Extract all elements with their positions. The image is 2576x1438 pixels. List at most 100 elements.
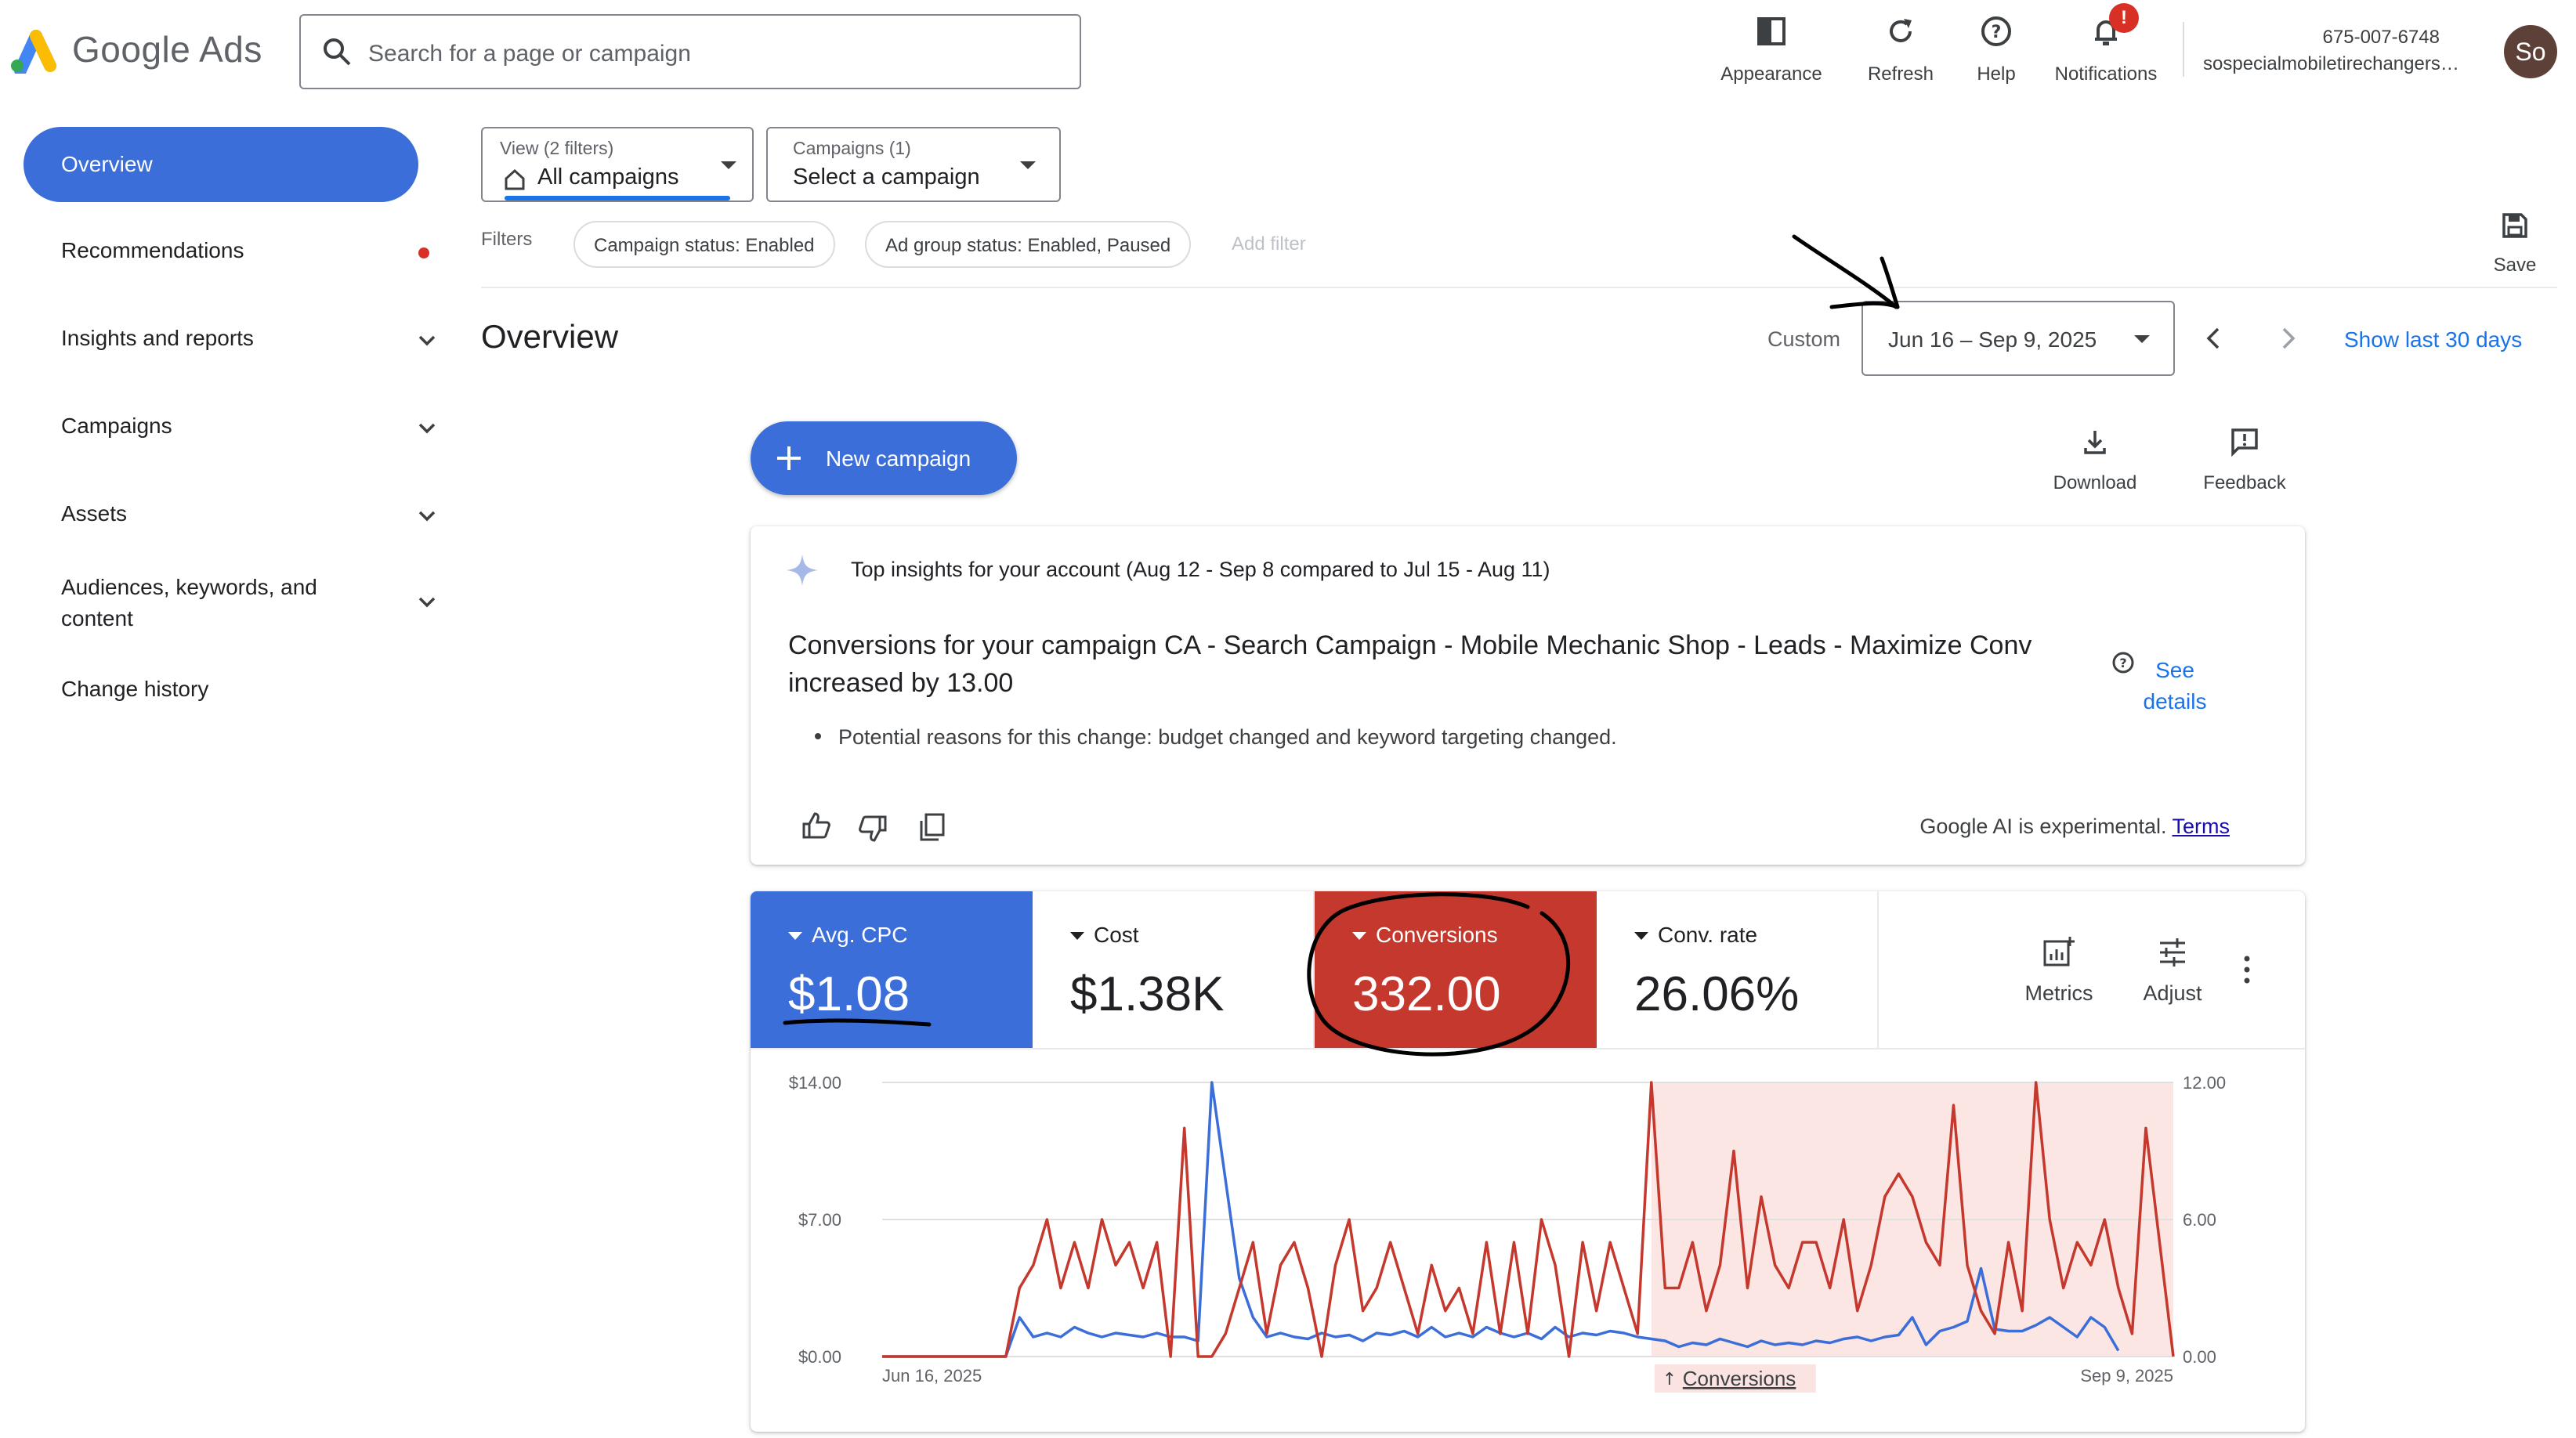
metric-conversions[interactable]: Conversions 332.00	[1315, 891, 1597, 1048]
feedback-icon	[2229, 426, 2260, 457]
right-tick-label: 0.00	[2183, 1347, 2216, 1367]
metric-label: Avg. CPC	[812, 923, 908, 947]
sidebar-item-label: Assets	[61, 501, 128, 526]
chevron-down-icon	[415, 329, 439, 352]
date-range-picker[interactable]: Jun 16 – Sep 9, 2025	[1861, 301, 2175, 376]
left-tick-label: $14.00	[789, 1073, 841, 1093]
date-range-value: Jun 16 – Sep 9, 2025	[1888, 327, 2097, 352]
sidebar-item-campaigns[interactable]: Campaigns	[61, 414, 456, 448]
save-label: Save	[2493, 255, 2537, 276]
refresh-label: Refresh	[1867, 63, 1934, 85]
help-button[interactable]: ? Help	[1965, 9, 2028, 85]
view-filter-dropdown[interactable]: View (2 filters) All campaigns	[481, 127, 754, 202]
sidebar-item-audiences[interactable]: Audiences, keywords, and content	[61, 572, 456, 638]
google-ads-logo-icon[interactable]	[5, 30, 61, 74]
copy-icon[interactable]	[917, 811, 948, 843]
adjust-button[interactable]: Adjust	[2122, 935, 2223, 1006]
metrics-label: Metrics	[2024, 981, 2093, 1005]
feedback-button[interactable]: Feedback	[2194, 426, 2296, 494]
dropdown-caret-icon	[1634, 932, 1648, 940]
metrics-button[interactable]: Metrics	[2004, 935, 2114, 1006]
sidebar-item-assets[interactable]: Assets	[61, 501, 456, 536]
download-button[interactable]: Download	[2040, 426, 2150, 494]
notifications-button[interactable]: ! Notifications	[2043, 3, 2169, 85]
see-details-link[interactable]: See details	[2143, 658, 2207, 714]
appearance-label: Appearance	[1720, 63, 1822, 85]
view-filter-value: All campaigns	[537, 164, 679, 190]
more-vert-icon[interactable]	[2239, 954, 2255, 985]
sidebar-item-recommendations[interactable]: Recommendations	[61, 238, 456, 273]
app-logo-text[interactable]: Google Ads	[72, 29, 262, 70]
bell-icon	[2089, 14, 2123, 49]
right-axis-ticks: 12.00 6.00 0.00	[2183, 1073, 2226, 1367]
metric-conv-rate[interactable]: Conv. rate 26.06%	[1597, 891, 1879, 1048]
account-phone: 675-007-6748	[2322, 27, 2440, 48]
sidebar: Overview Recommendations Insights and re…	[0, 110, 439, 1438]
search-input[interactable]: Search for a page or campaign	[299, 14, 1081, 89]
metric-value: $1.38K	[1070, 967, 1225, 1021]
filter-chip-adgroup-status[interactable]: Ad group status: Enabled, Paused	[865, 221, 1192, 268]
download-icon	[2079, 426, 2111, 457]
new-campaign-label: New campaign	[826, 446, 971, 471]
appearance-button[interactable]: Appearance	[1713, 9, 1830, 85]
campaigns-filter-dropdown[interactable]: Campaigns (1) Select a campaign	[766, 127, 1061, 202]
series-line-conversions	[882, 1081, 2175, 1358]
filters-label: Filters	[481, 229, 533, 250]
metric-label: Conv. rate	[1658, 923, 1758, 947]
dropdown-caret-icon	[1070, 932, 1084, 940]
new-campaign-button[interactable]: New campaign	[751, 421, 1017, 495]
chevron-down-icon	[415, 417, 439, 440]
thumbs-down-icon[interactable]	[857, 813, 888, 844]
left-tick-label: $7.00	[798, 1210, 841, 1230]
filter-chip-campaign-status[interactable]: Campaign status: Enabled	[573, 221, 835, 268]
sidebar-item-label: Change history	[61, 677, 209, 701]
svg-text:?: ?	[1992, 23, 2002, 42]
metric-avg-cpc[interactable]: Avg. CPC $1.08	[751, 891, 1033, 1048]
sidebar-item-label: Campaigns	[61, 414, 172, 438]
terms-link[interactable]: Terms	[2172, 815, 2230, 838]
insights-title: Top insights for your account (Aug 12 - …	[851, 558, 1550, 581]
help-label: Help	[1977, 63, 2016, 85]
chevron-down-icon	[1020, 161, 1036, 169]
help-circle-icon[interactable]: ?	[2111, 650, 2136, 675]
next-period-icon[interactable]	[2272, 323, 2303, 354]
add-filter-link[interactable]: Add filter	[1232, 233, 1306, 255]
show-last-30-days-link[interactable]: Show last 30 days	[2344, 327, 2523, 352]
left-tick-label: $0.00	[798, 1347, 841, 1367]
metric-label: Conversions	[1376, 923, 1498, 947]
sidebar-item-insights[interactable]: Insights and reports	[61, 326, 456, 360]
previous-period-icon[interactable]	[2198, 323, 2230, 354]
ai-disclaimer-text: Google AI is experimental.	[1919, 815, 2167, 838]
chevron-down-icon	[721, 161, 736, 169]
thumbs-up-icon[interactable]	[801, 810, 832, 841]
highlight-label-text: Conversions	[1683, 1367, 1796, 1390]
campaigns-filter-count: Campaigns (1)	[793, 138, 911, 158]
filters-divider	[481, 287, 2557, 288]
date-range-type: Custom	[1767, 327, 1841, 351]
refresh-button[interactable]: Refresh	[1854, 9, 1948, 85]
top-bar: Google Ads Search for a page or campaign…	[0, 0, 2576, 102]
feedback-label: Feedback	[2203, 472, 2286, 493]
account-name[interactable]: sospecialmobiletirechangers…	[2203, 53, 2459, 74]
chevron-down-icon	[415, 504, 439, 528]
save-icon	[2499, 210, 2531, 241]
chevron-down-icon	[415, 591, 439, 614]
notifications-label: Notifications	[2054, 63, 2158, 85]
refresh-icon	[1883, 14, 1918, 49]
sidebar-item-label: Audiences, keywords, and content	[61, 575, 317, 630]
save-button[interactable]: Save	[2484, 210, 2546, 276]
dropdown-caret-icon	[788, 932, 802, 940]
highlight-label[interactable]: ↑ Conversions	[1654, 1364, 1816, 1393]
avatar[interactable]: So	[2504, 25, 2557, 78]
metric-cost[interactable]: Cost $1.38K	[1033, 891, 1315, 1048]
search-icon	[321, 36, 353, 67]
annotation-arrow	[1792, 234, 1900, 309]
insight-headline: Conversions for your campaign CA - Searc…	[788, 630, 2032, 698]
right-tick-label: 6.00	[2183, 1210, 2216, 1230]
sidebar-item-change-history[interactable]: Change history	[61, 677, 456, 711]
sidebar-item-overview[interactable]: Overview	[24, 127, 418, 202]
highlight-label-bg	[1654, 1364, 1816, 1393]
sidebar-item-label: Recommendations	[61, 238, 244, 262]
right-tick-label: 12.00	[2183, 1073, 2226, 1093]
x-axis-end-label: Sep 9, 2025	[2080, 1366, 2173, 1386]
